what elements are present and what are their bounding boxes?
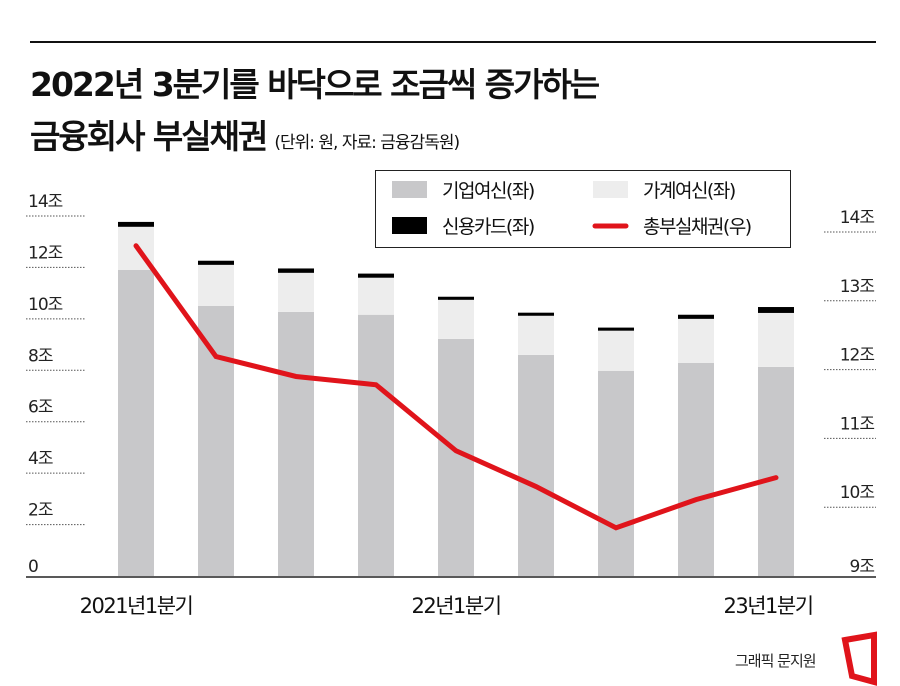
- bar-household: [598, 330, 634, 371]
- bar-card: [518, 312, 554, 316]
- legend-label: 신용카드(좌): [442, 216, 534, 238]
- bar-corporate: [758, 366, 794, 576]
- bar-card: [758, 307, 794, 313]
- bar-card: [438, 296, 474, 300]
- bar-corporate: [198, 306, 234, 576]
- right-tick-label: 11조: [840, 414, 875, 434]
- right-tick-label: 9조: [850, 557, 875, 577]
- bar-corporate: [598, 370, 634, 576]
- bar-household: [678, 318, 714, 363]
- chart-title: 2022년 3분기를 바닥으로 조금씩 증가하는: [30, 65, 600, 104]
- bar-card: [278, 268, 314, 273]
- bar-card: [678, 314, 714, 319]
- legend-label: 기업여신(좌): [442, 180, 534, 202]
- bar-household: [438, 299, 474, 339]
- bar-corporate: [678, 362, 714, 576]
- bar-card: [598, 327, 634, 331]
- x-tick-label: 23년1분기: [723, 594, 812, 618]
- legend-label: 가계여신(좌): [643, 180, 735, 202]
- legend-label: 총부실채권(우): [643, 216, 751, 238]
- right-tick-label: 13조: [840, 277, 875, 297]
- logo-icon: [841, 631, 877, 686]
- left-tick-label: 6조: [28, 398, 53, 418]
- legend-swatch: [593, 181, 628, 198]
- left-tick-label: 0: [28, 557, 38, 577]
- legend-swatch: [392, 217, 427, 234]
- right-tick-label: 12조: [840, 346, 875, 366]
- credit: 그래픽 문지원: [735, 652, 817, 670]
- left-tick-label: 8조: [28, 346, 53, 366]
- bar-household: [358, 277, 394, 315]
- bar-corporate: [518, 354, 554, 576]
- bar-household: [198, 264, 234, 306]
- title-line2: 금융회사 부실채권: [30, 117, 268, 156]
- x-tick-label: 2021년1분기: [80, 594, 193, 618]
- right-tick-label: 10조: [840, 483, 875, 503]
- bar-corporate: [358, 314, 394, 576]
- bar-corporate: [118, 270, 154, 576]
- left-tick-label: 4조: [28, 449, 53, 469]
- bar-household: [758, 312, 794, 367]
- legend-box: [375, 170, 791, 248]
- right-tick-label: 14조: [840, 208, 875, 228]
- left-tick-label: 10조: [28, 295, 63, 315]
- bar-household: [518, 315, 554, 355]
- bar-card: [118, 221, 154, 227]
- chart-subtitle: (단위: 원, 자료: 금융감독원): [274, 133, 460, 153]
- bar-household: [278, 272, 314, 312]
- left-tick-label: 12조: [28, 243, 63, 263]
- left-tick-label: 2조: [28, 501, 53, 521]
- legend-swatch: [392, 181, 427, 198]
- x-tick-label: 22년1분기: [411, 594, 500, 618]
- chart-title-line2: 금융회사 부실채권 (단위: 원, 자료: 금융감독원): [30, 110, 460, 158]
- bar-corporate: [278, 311, 314, 576]
- top-rule: [30, 41, 876, 43]
- left-tick-label: 14조: [28, 192, 63, 212]
- bar-card: [358, 273, 394, 278]
- bar-card: [198, 260, 234, 265]
